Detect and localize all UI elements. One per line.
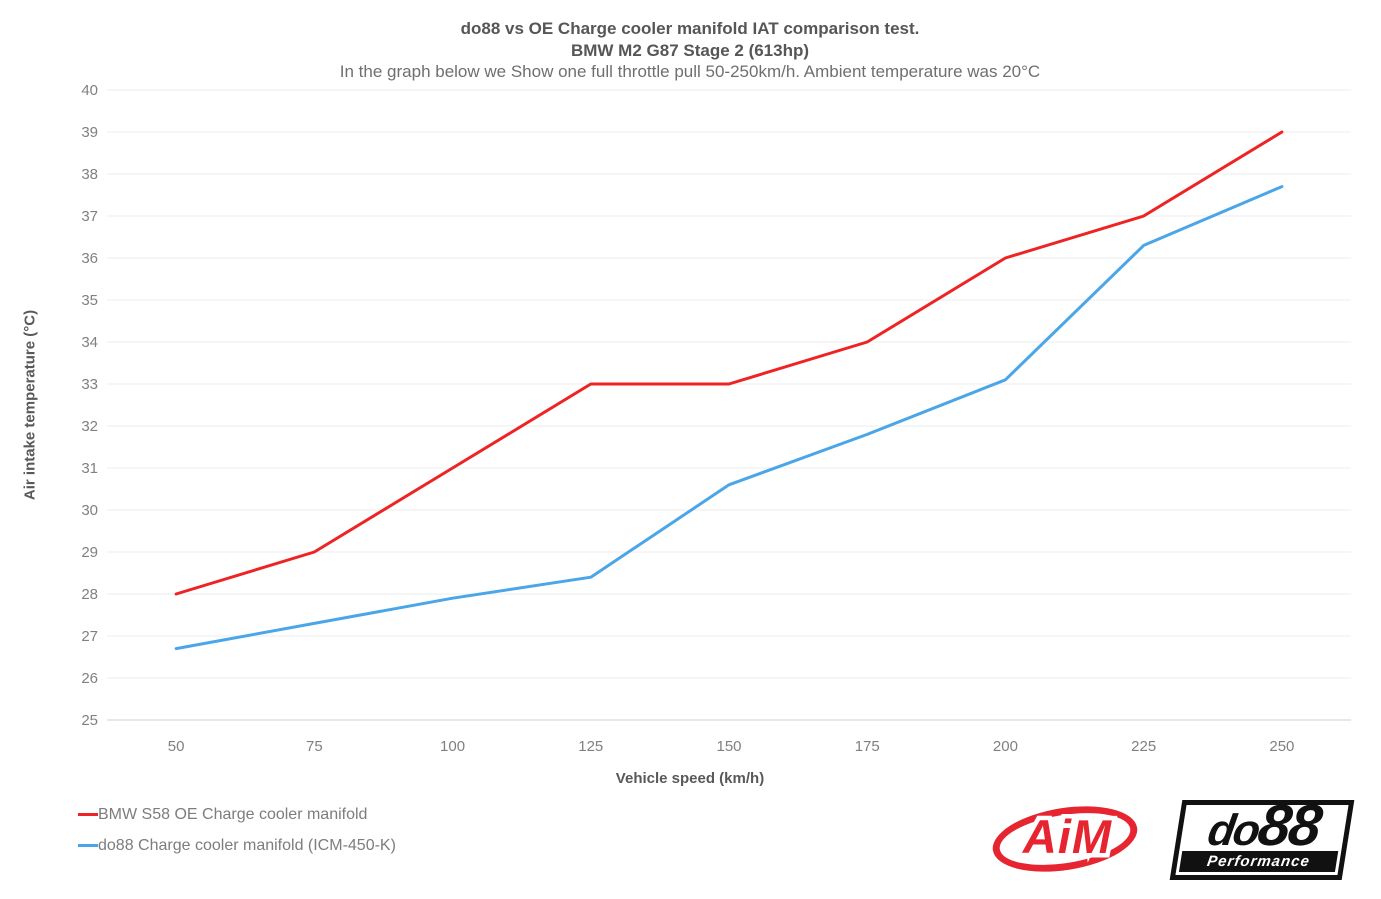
y-tick-label: 30 — [81, 502, 98, 519]
do88-logo-text-88: 88 — [1253, 793, 1325, 858]
y-tick-label: 34 — [81, 334, 98, 351]
x-axis-title: Vehicle speed (km/h) — [615, 770, 765, 787]
chart-legend: BMW S58 OE Charge cooler manifold do88 C… — [78, 799, 396, 861]
y-tick-label: 29 — [81, 544, 98, 561]
y-tick-label: 33 — [81, 376, 98, 393]
y-tick-label: 39 — [81, 124, 98, 141]
x-tick-label: 175 — [855, 738, 880, 755]
x-tick-label: 250 — [1269, 738, 1294, 755]
y-tick-label: 35 — [81, 292, 98, 309]
x-tick-label: 50 — [168, 738, 185, 755]
legend-item-oe: BMW S58 OE Charge cooler manifold — [78, 799, 396, 830]
chart-titles: do88 vs OE Charge cooler manifold IAT co… — [10, 18, 1370, 83]
series-line-0 — [174, 130, 1284, 596]
aim-logo-text-fill: AiM — [1022, 810, 1113, 863]
y-tick-label: 26 — [81, 670, 98, 687]
chart-subtitle: In the graph below we Show one full thro… — [339, 62, 1041, 81]
legend-label-do88: do88 Charge cooler manifold (ICM-450-K) — [98, 836, 396, 854]
x-tick-label: 100 — [440, 738, 465, 755]
legend-item-do88: do88 Charge cooler manifold (ICM-450-K) — [78, 830, 396, 861]
chart-title-line1: do88 vs OE Charge cooler manifold IAT co… — [460, 19, 920, 38]
x-tick-label: 125 — [578, 738, 603, 755]
legend-label-oe: BMW S58 OE Charge cooler manifold — [98, 805, 368, 823]
do88-logo-performance-bar: Performance — [1178, 851, 1339, 872]
x-tick-label: 225 — [1131, 738, 1156, 755]
do88-logo: do88 Performance — [1169, 793, 1355, 880]
y-tick-label: 40 — [81, 82, 98, 99]
x-tick-label: 200 — [993, 738, 1018, 755]
y-tick-label: 31 — [81, 460, 98, 477]
series-line-1 — [174, 185, 1284, 651]
aim-logo-text-outline: AiM — [1018, 806, 1115, 868]
y-tick-label: 25 — [81, 712, 98, 729]
aim-logo: AiM AiM — [988, 796, 1145, 882]
y-tick-label: 32 — [81, 418, 98, 435]
legend-swatch-blue — [78, 844, 98, 847]
y-tick-label: 28 — [81, 586, 98, 603]
x-tick-label: 75 — [306, 738, 323, 755]
legend-swatch-red — [78, 813, 98, 816]
y-tick-label: 38 — [81, 166, 98, 183]
y-tick-label: 27 — [81, 628, 98, 645]
x-tick-label: 150 — [716, 738, 741, 755]
y-tick-label: 36 — [81, 250, 98, 267]
y-axis-title: Air intake temperature (°C) — [21, 309, 39, 501]
chart-title-line2: BMW M2 G87 Stage 2 (613hp) — [570, 40, 810, 60]
y-tick-label: 37 — [81, 208, 98, 225]
do88-logo-text-do: do — [1204, 806, 1263, 855]
